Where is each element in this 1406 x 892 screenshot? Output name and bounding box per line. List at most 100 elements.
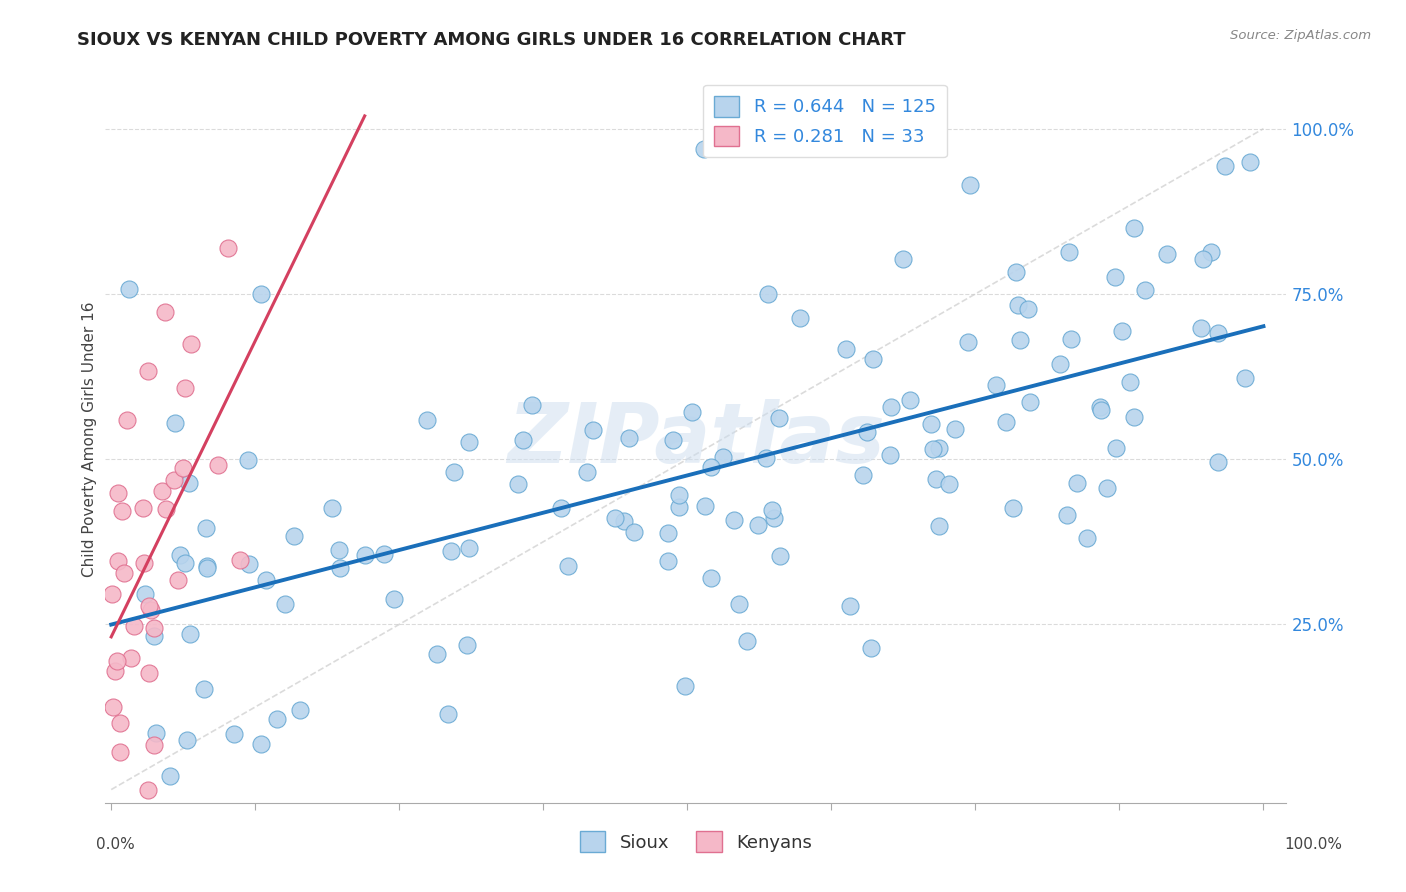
Point: [838, 599, 860, 613]
Point: [662, 433, 685, 447]
Point: [179, 476, 201, 491]
Point: [426, 648, 449, 662]
Point: [747, 518, 769, 533]
Point: [120, 651, 142, 665]
Point: [879, 448, 901, 462]
Point: [328, 543, 350, 558]
Point: [329, 560, 352, 574]
Point: [959, 178, 981, 193]
Point: [169, 548, 191, 562]
Point: [1066, 475, 1088, 490]
Point: [1007, 298, 1029, 312]
Point: [443, 466, 465, 480]
Point: [163, 473, 186, 487]
Point: [1049, 357, 1071, 371]
Point: [222, 727, 245, 741]
Point: [512, 433, 534, 447]
Point: [1017, 302, 1039, 317]
Point: [134, 587, 156, 601]
Point: [657, 526, 679, 541]
Point: [1239, 155, 1261, 169]
Point: [141, 603, 163, 617]
Point: [862, 351, 884, 366]
Point: [557, 558, 579, 573]
Point: [132, 556, 155, 570]
Point: [921, 442, 943, 456]
Point: [943, 422, 966, 436]
Point: [657, 554, 679, 568]
Point: [1104, 270, 1126, 285]
Point: [440, 544, 463, 558]
Point: [1090, 401, 1112, 415]
Point: [1076, 531, 1098, 545]
Point: [1206, 326, 1229, 340]
Point: [167, 573, 190, 587]
Point: [789, 311, 811, 326]
Point: [193, 681, 215, 696]
Point: [288, 703, 311, 717]
Point: [195, 521, 218, 535]
Point: [274, 597, 297, 611]
Point: [173, 381, 195, 395]
Point: [735, 634, 758, 648]
Point: [195, 561, 218, 575]
Point: [105, 654, 128, 668]
Point: [145, 725, 167, 739]
Point: [207, 458, 229, 472]
Point: [1213, 159, 1236, 173]
Point: [891, 252, 914, 266]
Point: [1018, 394, 1040, 409]
Point: [458, 541, 481, 555]
Point: [1123, 409, 1146, 424]
Point: [1057, 244, 1080, 259]
Point: [238, 557, 260, 571]
Point: [582, 423, 605, 437]
Point: [138, 599, 160, 614]
Point: [693, 142, 716, 156]
Point: [321, 500, 343, 515]
Point: [1008, 333, 1031, 347]
Point: [142, 622, 165, 636]
Point: [111, 503, 134, 517]
Point: [1192, 252, 1215, 266]
Point: [928, 519, 950, 533]
Point: [768, 411, 790, 425]
Point: [617, 431, 640, 445]
Point: [132, 500, 155, 515]
Point: [1090, 402, 1112, 417]
Point: [172, 461, 194, 475]
Point: [756, 287, 779, 301]
Point: [1133, 283, 1156, 297]
Point: [769, 549, 792, 564]
Point: [761, 503, 783, 517]
Point: [382, 592, 405, 607]
Point: [104, 664, 127, 678]
Point: [673, 679, 696, 693]
Point: [108, 745, 131, 759]
Point: [1206, 455, 1229, 469]
Point: [550, 500, 572, 515]
Point: [1234, 371, 1257, 385]
Point: [898, 392, 921, 407]
Point: [1111, 324, 1133, 338]
Point: [755, 451, 778, 466]
Point: [107, 554, 129, 568]
Point: [938, 476, 960, 491]
Point: [136, 782, 159, 797]
Point: [668, 500, 690, 515]
Point: [100, 586, 122, 600]
Point: [118, 282, 141, 296]
Point: [835, 342, 858, 356]
Point: [122, 619, 145, 633]
Point: [668, 488, 690, 502]
Point: [136, 364, 159, 378]
Point: [159, 769, 181, 783]
Point: [195, 558, 218, 573]
Point: [138, 665, 160, 680]
Point: [142, 629, 165, 643]
Point: [437, 706, 460, 721]
Point: [852, 468, 875, 483]
Point: [458, 435, 481, 450]
Text: SIOUX VS KENYAN CHILD POVERTY AMONG GIRLS UNDER 16 CORRELATION CHART: SIOUX VS KENYAN CHILD POVERTY AMONG GIRL…: [77, 31, 905, 49]
Point: [107, 485, 129, 500]
